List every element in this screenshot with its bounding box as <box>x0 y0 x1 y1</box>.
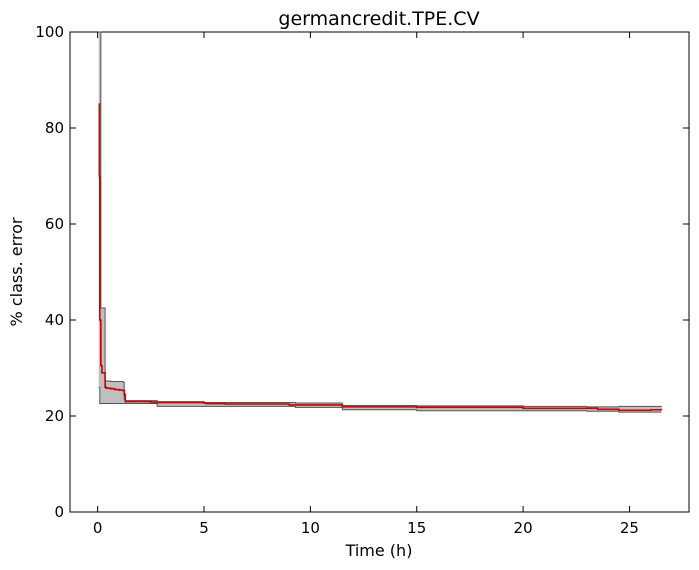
x-tick-label: 0 <box>93 519 103 537</box>
chart-title: germancredit.TPE.CV <box>278 8 479 30</box>
x-tick-label: 20 <box>514 519 533 537</box>
x-tick-label: 5 <box>199 519 209 537</box>
x-tick-label: 10 <box>301 519 320 537</box>
band-layer <box>98 31 662 413</box>
y-axis-title: % class. error <box>7 217 26 326</box>
x-axis-title: Time (h) <box>345 541 413 560</box>
tick-layer: 0 5 10 15 20 25 0 20 40 60 80 100 <box>35 23 689 537</box>
band-area <box>98 32 662 413</box>
line-layer <box>98 103 663 412</box>
band-upper-edge <box>98 31 662 408</box>
x-tick-label: 15 <box>407 519 426 537</box>
x-tick-label: 25 <box>620 519 639 537</box>
y-tick-label: 20 <box>45 407 64 425</box>
y-tick-label: 100 <box>35 23 64 41</box>
series-line-mean <box>98 103 663 412</box>
y-tick-label: 40 <box>45 311 64 329</box>
plot-frame <box>69 31 690 513</box>
band-lower-edge <box>98 386 662 413</box>
y-tick-label: 0 <box>54 503 64 521</box>
y-tick-label: 60 <box>45 215 64 233</box>
y-tick-label: 80 <box>45 119 64 137</box>
